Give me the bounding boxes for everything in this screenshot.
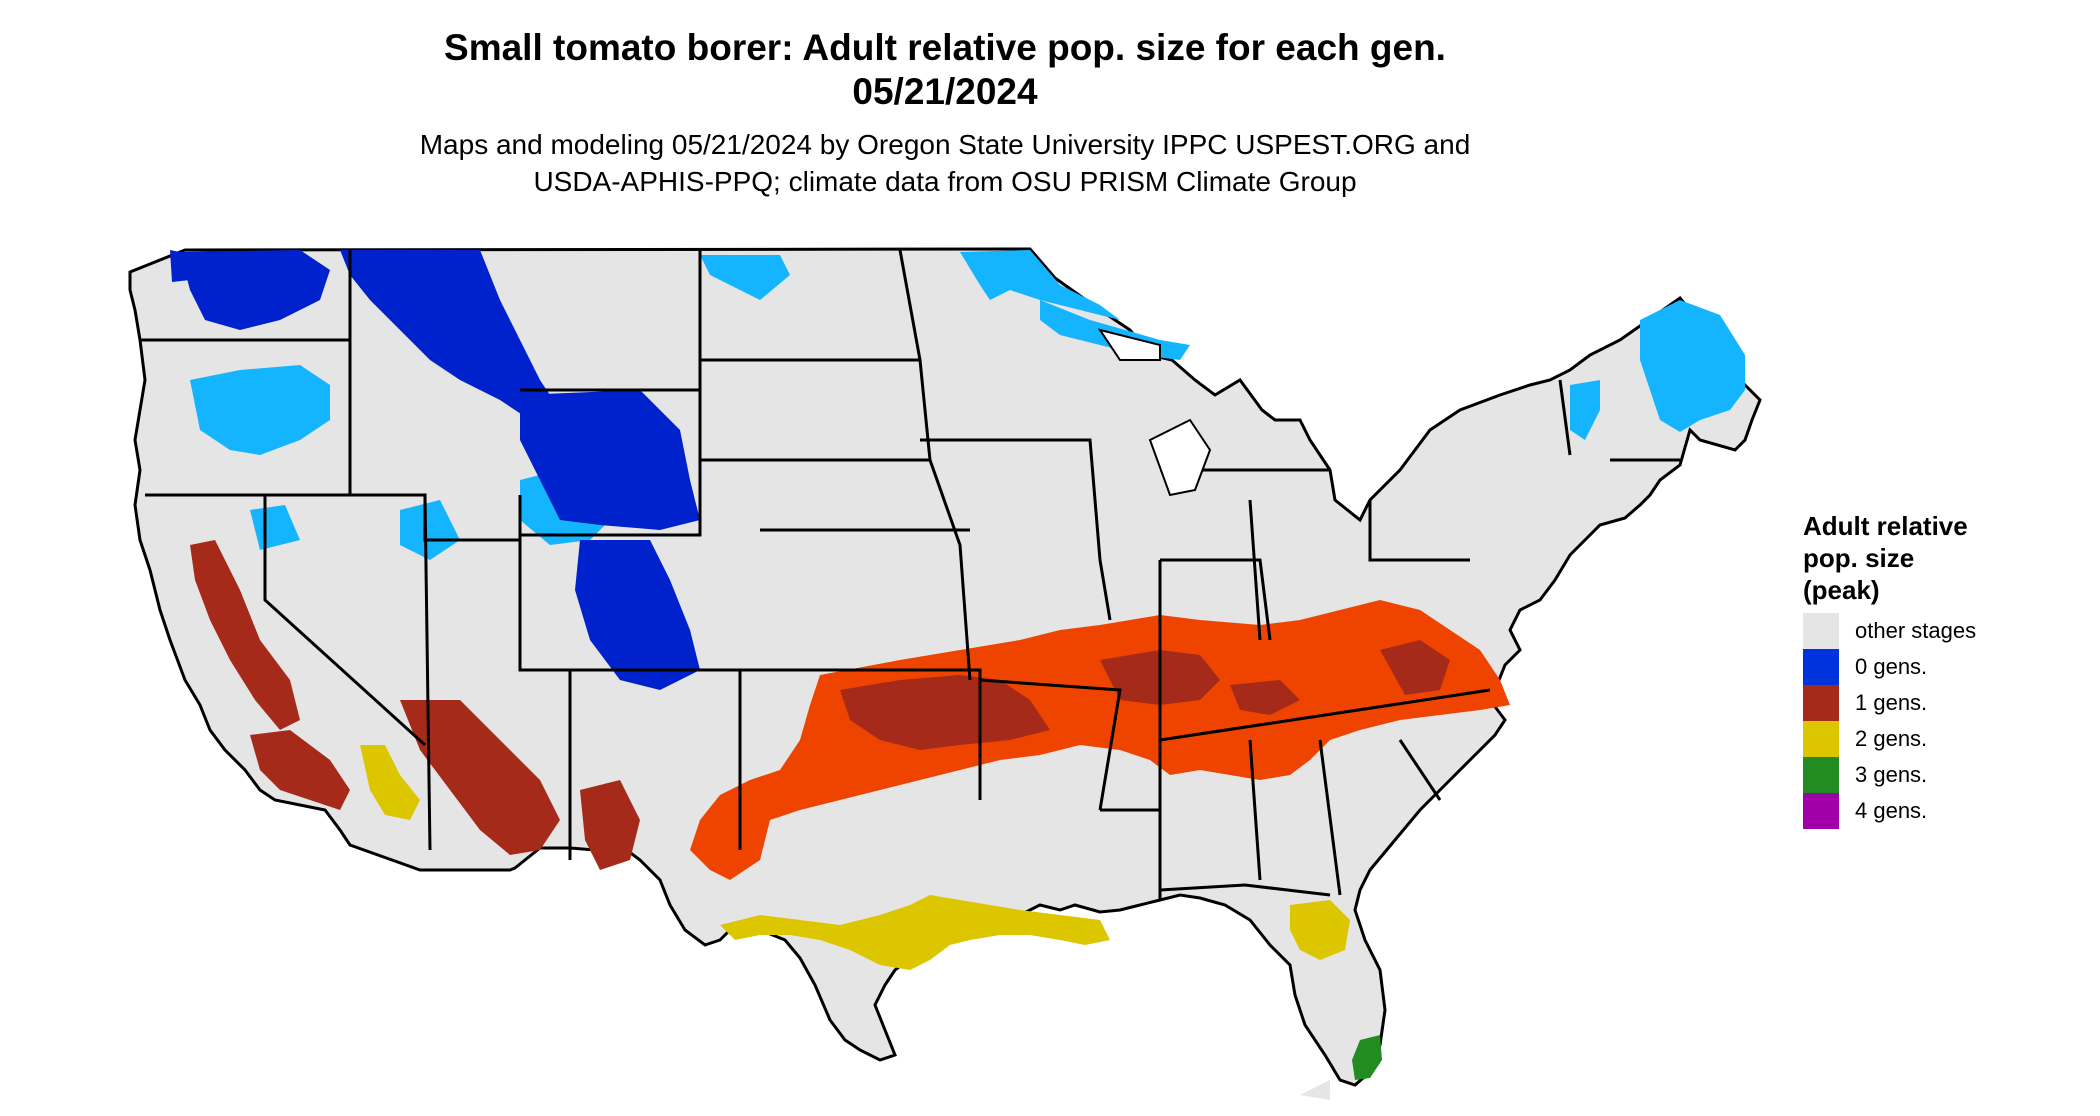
legend-item-3-gens: 3 gens. [1803,757,1927,793]
legend-swatch [1803,613,1839,649]
map-credit-line-1: Maps and modeling 05/21/2024 by Oregon S… [419,129,1471,160]
legend-item-4-gens: 4 gens. [1803,793,1927,829]
legend-item-other-stages: other stages [1803,613,1976,649]
one-gen-dark-regions [190,540,1450,870]
three-gens-region [1352,1035,1382,1080]
legend-item-0-gens: 0 gens. [1803,649,1927,685]
legend-swatch [1803,721,1839,757]
legend-title-line-3: (peak) [1803,575,1880,605]
map-credit-line-2: USDA-APHIS-PPQ; climate data from OSU PR… [533,166,1357,197]
state-boundaries [140,249,1680,900]
legend-label: 4 gens. [1855,798,1928,823]
legend-title-line-2: pop. size [1803,543,1915,573]
zero-gens-dark-regions [170,250,700,690]
legend-label: 3 gens. [1855,762,1928,787]
legend-title: Adult relative pop. size (peak) [1803,510,2063,606]
legend-title-line-1: Adult relative [1803,511,1968,541]
legend-item-1-gens: 1 gens. [1803,685,1927,721]
two-gens-regions [360,745,1350,970]
legend-label: 1 gens. [1855,690,1928,715]
great-lakes [1097,328,1212,497]
legend-label: 2 gens. [1855,726,1928,751]
legend-label: other stages [1855,618,1977,643]
legend-swatch [1803,757,1839,793]
legend-label: 0 gens. [1855,654,1928,679]
legend-item-2-gens: 2 gens. [1803,721,1927,757]
florida-tip [1300,1080,1330,1100]
legend-swatch [1803,685,1839,721]
legend-swatch [1803,793,1839,829]
map-title: Small tomato borer: Adult relative pop. … [444,27,1446,68]
legend-swatch [1803,649,1839,685]
map-date: 05/21/2024 [852,71,1038,112]
